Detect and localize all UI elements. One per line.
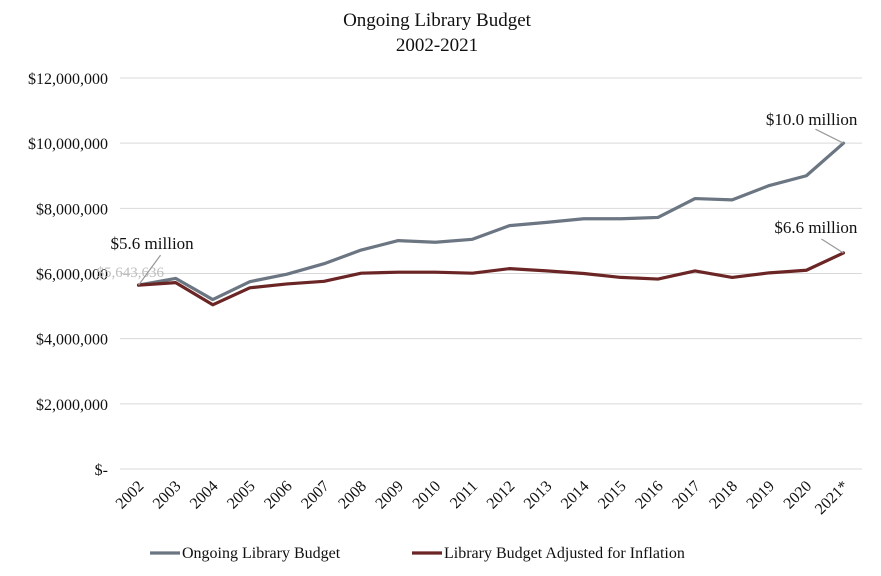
y-tick-label: $4,000,000 xyxy=(36,332,108,349)
x-tick-label: 2006 xyxy=(261,478,296,513)
annotation-leader xyxy=(821,238,844,254)
y-tick-label: $6,000,000 xyxy=(36,267,108,284)
annotation-end-inflation: $6.6 million xyxy=(774,218,858,237)
x-tick-label: 2010 xyxy=(410,478,445,513)
x-tick-label: 2003 xyxy=(150,478,185,513)
chart-subtitle: 2002-2021 xyxy=(396,35,478,56)
start-data-label: $5,643,636 xyxy=(97,265,165,281)
x-tick-label: 2011 xyxy=(447,478,481,512)
annotation-leader xyxy=(815,128,844,144)
series-lines xyxy=(136,141,846,307)
x-axis-ticks: 2002 2003 2004 2005 2006 2007 2008 2009 2010 2011… xyxy=(113,478,853,518)
x-tick-label: 2018 xyxy=(706,478,741,513)
y-axis-ticks: $- $2,000,000 $4,000,000 $6,000,000 $8,000,0… xyxy=(28,71,108,479)
x-tick-label: 2005 xyxy=(224,478,259,513)
x-tick-label: 2013 xyxy=(521,478,556,513)
legend-label-1: Ongoing Library Budget xyxy=(182,545,341,562)
x-tick-label: 2015 xyxy=(595,478,630,513)
x-tick-label: 2016 xyxy=(632,478,667,513)
x-tick-label: 2009 xyxy=(372,478,407,513)
series-line-1 xyxy=(136,141,846,302)
annotation-start: $5.6 million xyxy=(111,234,195,253)
x-tick-label: 2012 xyxy=(484,478,519,513)
annotation-leader xyxy=(138,254,162,286)
x-tick-label: 2008 xyxy=(335,478,370,513)
x-tick-label: 2019 xyxy=(743,478,778,513)
x-tick-label: 2007 xyxy=(298,478,333,513)
x-tick-label: 2002 xyxy=(113,478,148,513)
x-tick-label: 2004 xyxy=(187,478,222,513)
grid-lines xyxy=(120,77,862,470)
y-tick-label: $8,000,000 xyxy=(36,201,108,218)
x-tick-label: 2021* xyxy=(812,478,852,518)
x-tick-label: 2014 xyxy=(558,478,593,513)
annotations: $5,643,636 $5.6 million $10.0 million $6.6 … xyxy=(97,110,858,286)
y-tick-label: $- xyxy=(95,462,108,479)
x-tick-label: 2017 xyxy=(669,478,704,513)
series-line-2 xyxy=(136,251,846,307)
y-tick-label: $12,000,000 xyxy=(28,71,108,88)
y-tick-label: $10,000,000 xyxy=(28,136,108,153)
y-tick-label: $2,000,000 xyxy=(36,397,108,414)
legend: Ongoing Library Budget Library Budget Adj… xyxy=(150,545,685,562)
annotation-end-budget: $10.0 million xyxy=(766,110,858,129)
legend-label-2: Library Budget Adjusted for Inflation xyxy=(444,545,685,562)
x-tick-label: 2020 xyxy=(781,478,816,513)
chart-title: Ongoing Library Budget xyxy=(343,10,532,31)
